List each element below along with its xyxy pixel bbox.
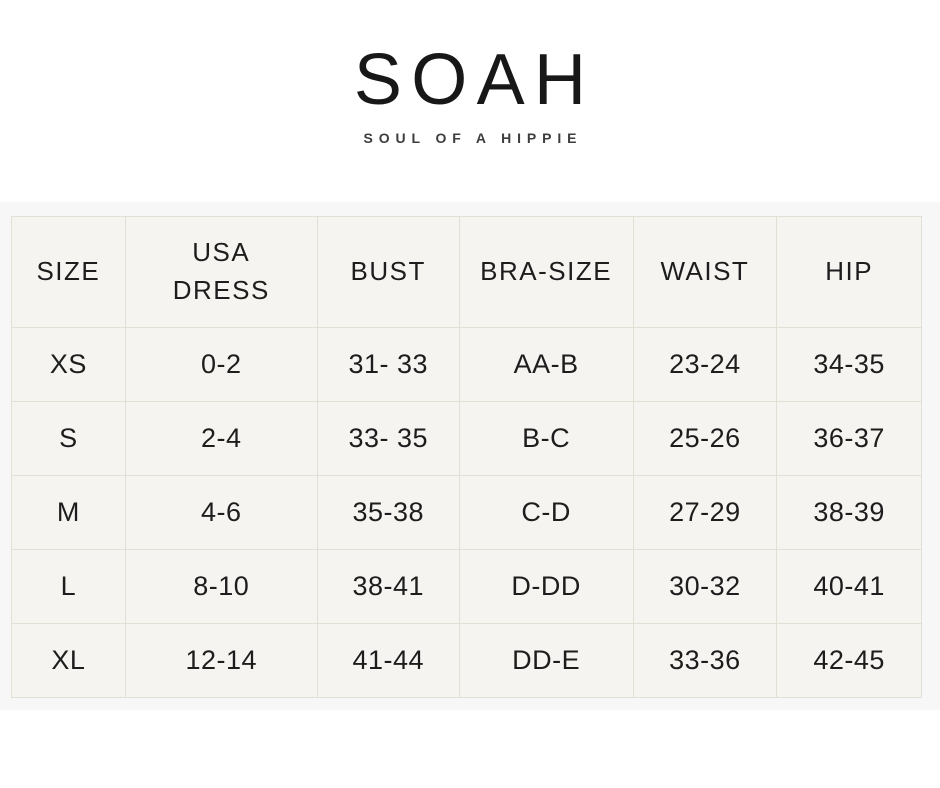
table-cell: AA-B [458, 327, 634, 402]
table-cell: 34-35 [776, 327, 922, 402]
column-header-size: SIZE [11, 216, 126, 328]
table-cell: S [11, 401, 126, 476]
table-cell: B-C [458, 401, 634, 476]
table-cell: 36-37 [776, 401, 922, 476]
table-cell: 27-29 [632, 475, 778, 550]
column-header-hip: HIP [776, 216, 922, 328]
page-footer-whitespace [0, 710, 940, 788]
brand-tagline: SOUL OF A HIPPIE [363, 130, 583, 146]
table-cell: 41-44 [316, 623, 460, 698]
table-cell: L [11, 549, 126, 624]
column-header-usa-dress: USA DRESS [124, 216, 318, 328]
table-row-xl: XL 12-14 41-44 DD-E 33-36 42-45 [11, 623, 922, 698]
table-cell: 38-41 [316, 549, 460, 624]
table-cell: 42-45 [776, 623, 922, 698]
table-cell: 31- 33 [316, 327, 460, 402]
table-cell: 38-39 [776, 475, 922, 550]
table-cell: 33-36 [632, 623, 778, 698]
size-chart-table: SIZE USA DRESS BUST BRA-SIZE WAIST HIP X… [11, 216, 922, 698]
table-cell: 33- 35 [316, 401, 460, 476]
table-row-l: L 8-10 38-41 D-DD 30-32 40-41 [11, 549, 922, 624]
table-cell: XL [11, 623, 126, 698]
size-chart-section: SIZE USA DRESS BUST BRA-SIZE WAIST HIP X… [0, 202, 940, 710]
table-cell: DD-E [458, 623, 634, 698]
table-cell: 0-2 [124, 327, 318, 402]
table-cell: 8-10 [124, 549, 318, 624]
logo-header: SOAH SOUL OF A HIPPIE [0, 0, 940, 202]
table-cell: C-D [458, 475, 634, 550]
table-cell: 23-24 [632, 327, 778, 402]
table-cell: 40-41 [776, 549, 922, 624]
table-cell: 4-6 [124, 475, 318, 550]
size-chart-header: SIZE USA DRESS BUST BRA-SIZE WAIST HIP [11, 216, 922, 328]
table-cell: M [11, 475, 126, 550]
table-cell: 35-38 [316, 475, 460, 550]
column-header-bust: BUST [316, 216, 460, 328]
column-header-bra-size: BRA-SIZE [458, 216, 634, 328]
table-row-m: M 4-6 35-38 C-D 27-29 38-39 [11, 475, 922, 550]
table-cell: XS [11, 327, 126, 402]
table-row-xs: XS 0-2 31- 33 AA-B 23-24 34-35 [11, 327, 922, 402]
column-header-waist: WAIST [632, 216, 778, 328]
size-chart-body: XS 0-2 31- 33 AA-B 23-24 34-35 S 2-4 33-… [11, 327, 922, 698]
brand-logo: SOAH [353, 40, 596, 120]
table-cell: 25-26 [632, 401, 778, 476]
table-cell: 12-14 [124, 623, 318, 698]
table-row-s: S 2-4 33- 35 B-C 25-26 36-37 [11, 401, 922, 476]
header-row: SIZE USA DRESS BUST BRA-SIZE WAIST HIP [11, 216, 922, 328]
table-cell: 30-32 [632, 549, 778, 624]
table-cell: D-DD [458, 549, 634, 624]
table-cell: 2-4 [124, 401, 318, 476]
